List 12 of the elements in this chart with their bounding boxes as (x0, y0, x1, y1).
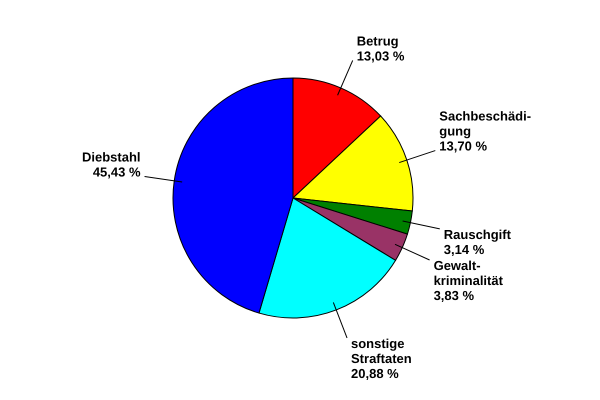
slice-label: sonstige Straftaten (351, 336, 412, 366)
slice-label: Rauschgift (444, 226, 512, 242)
slice-label: Betrug (356, 33, 399, 48)
data-label: 13,70 % (439, 138, 488, 154)
slice-label: Diebstahl (82, 150, 141, 165)
data-label: 20,88 % (351, 366, 400, 381)
data-label: 45,43 % (92, 164, 141, 180)
data-label: 3,83 % (434, 288, 474, 303)
slice-label: Sachbeschädi-gung (439, 108, 532, 139)
data-label: 13,03 % (356, 48, 405, 64)
data-label: 3,14 % (444, 242, 485, 257)
slice-label: Gewalt-kriminalität (434, 258, 504, 288)
